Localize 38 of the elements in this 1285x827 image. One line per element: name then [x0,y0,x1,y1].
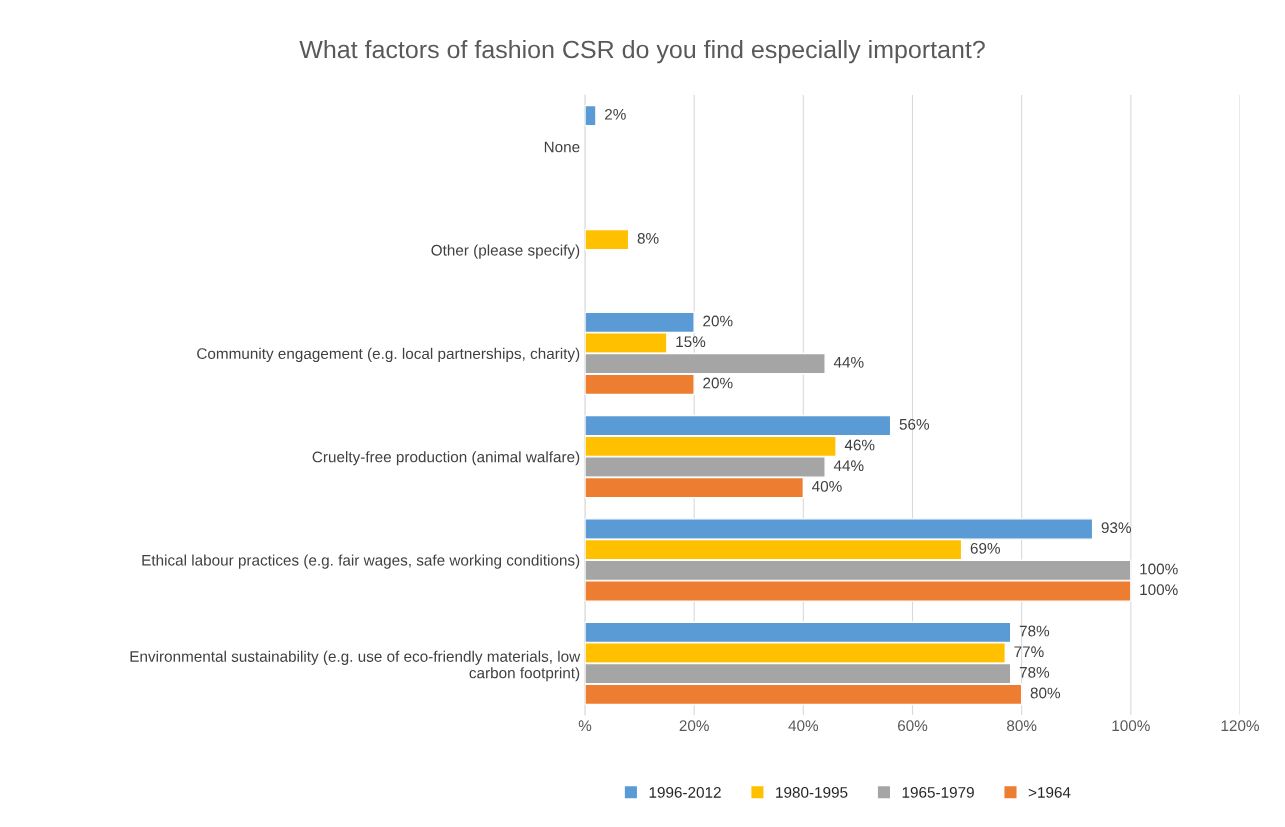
x-tick-label: 100% [1112,720,1150,732]
x-tick-label: 120% [1221,720,1259,732]
y-tick-label: Ethical labour practices (e.g. fair wages, safe working conditions) [142,554,580,569]
x-tick-label: 20% [679,720,709,732]
data-label: 44% [833,460,864,472]
legend-label: 1996-2012 [649,787,721,798]
chart-title: What factors of fashion CSR do you find especially important? [299,40,985,64]
bar [585,104,597,127]
data-label: 40% [812,480,842,492]
x-tick-label: 60% [897,720,928,732]
data-label: 80% [1030,687,1061,699]
x-tick-label: % [578,720,592,732]
data-label: 78% [1019,666,1050,678]
data-label: 78% [1019,625,1050,637]
y-tick-label: Other (please specify) [431,244,580,259]
data-label: 44% [833,357,864,368]
data-label: 15% [676,336,706,348]
data-label: 77% [1014,646,1044,658]
data-label: 100% [1140,563,1178,575]
data-label: 100% [1140,584,1178,596]
y-tick-label: Environmental sustainability (e.g. use of eco-friendly materials, low carbon footprint) [130,650,581,682]
y-tick-label: Community engagement (e.g. local partnerships, charity) [197,347,580,363]
x-tick-label: 80% [1007,720,1037,732]
data-label: 8% [637,232,659,244]
legend-label: >1964 [1028,787,1071,798]
data-label: 20% [703,315,733,327]
y-tick-label: None [544,141,580,153]
data-label: 56% [899,418,930,430]
y-tick-label: Cruelty-free production (animal walfare) [312,451,580,466]
data-label: 20% [703,377,733,389]
data-label: 2% [605,108,626,120]
data-label: 93% [1101,522,1131,534]
legend-label: 1980-1995 [776,787,848,798]
x-tick-label: 40% [788,720,819,732]
data-label: 46% [844,439,875,451]
data-label: 69% [970,542,1000,554]
bar [585,228,630,251]
legend-label: 1965-1979 [902,787,974,798]
